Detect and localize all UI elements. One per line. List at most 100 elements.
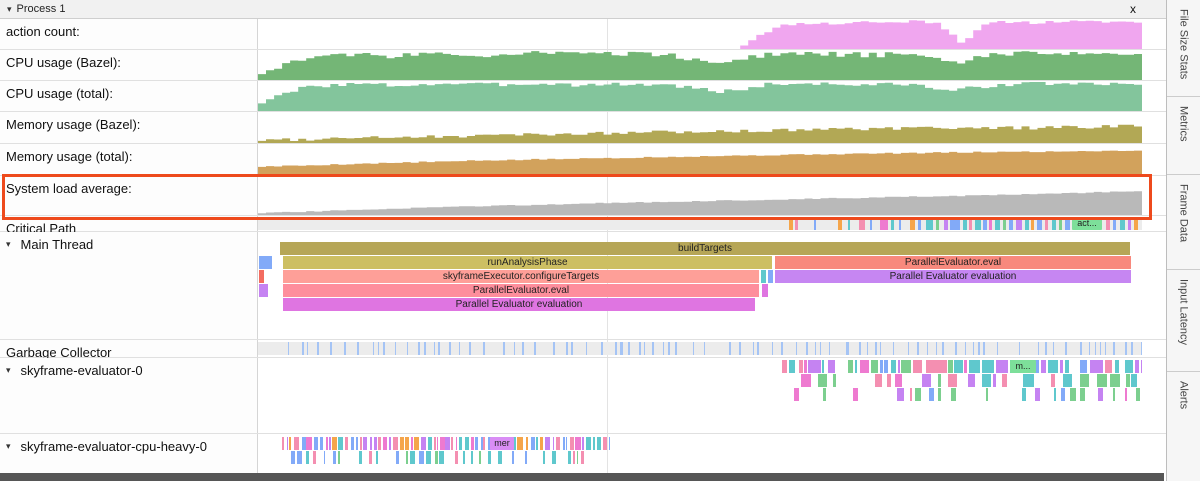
- trace-slice[interactable]: [302, 342, 304, 355]
- trace-slice[interactable]: [1053, 388, 1056, 401]
- trace-slice[interactable]: [703, 342, 706, 355]
- trace-slice[interactable]: [915, 388, 921, 401]
- trace-slice[interactable]: [259, 270, 264, 283]
- trace-slice[interactable]: [644, 342, 646, 355]
- trace-slice[interactable]: [752, 342, 754, 355]
- trace-slice[interactable]: [1134, 217, 1138, 230]
- tab-frame-data[interactable]: Frame Data: [1167, 175, 1200, 270]
- labeled-slice[interactable]: m...: [1010, 360, 1036, 373]
- trace-slice[interactable]: [410, 451, 415, 464]
- trace-slice[interactable]: [808, 360, 821, 373]
- trace-slice[interactable]: [290, 451, 296, 464]
- trace-slice[interactable]: [901, 360, 912, 373]
- trace-slice[interactable]: [406, 342, 409, 355]
- trace-slice[interactable]: [414, 437, 419, 450]
- trace-slice[interactable]: [306, 437, 313, 450]
- trace-slice[interactable]: [581, 437, 585, 450]
- trace-slice[interactable]: [1131, 342, 1134, 355]
- trace-slice[interactable]: [451, 437, 453, 450]
- track-header-main-thread[interactable]: ▾ Main Thread: [0, 232, 258, 339]
- trace-slice[interactable]: [968, 374, 975, 387]
- trace-slice[interactable]: [383, 342, 386, 355]
- trace-slice[interactable]: [796, 342, 798, 355]
- trace-slice[interactable]: [947, 360, 954, 373]
- trace-slice[interactable]: [620, 342, 623, 355]
- trace-slice[interactable]: [1079, 360, 1087, 373]
- trace-slice[interactable]: [964, 342, 967, 355]
- trace-slice[interactable]: [874, 342, 877, 355]
- track-chart-area[interactable]: act...: [258, 216, 1166, 231]
- trace-slice[interactable]: [449, 342, 452, 355]
- trace-slice[interactable]: [819, 342, 822, 355]
- trace-slice[interactable]: [1060, 360, 1063, 373]
- trace-slice[interactable]: [806, 342, 808, 355]
- trace-slice[interactable]: [896, 388, 904, 401]
- trace-slice[interactable]: [909, 388, 913, 401]
- trace-slice[interactable]: [935, 342, 938, 355]
- trace-slice[interactable]: [1003, 217, 1006, 230]
- collapse-arrow-icon[interactable]: ▾: [6, 441, 11, 451]
- trace-slice[interactable]: [936, 217, 939, 230]
- track-chart-area[interactable]: mer: [258, 434, 1166, 473]
- trace-slice[interactable]: [396, 451, 400, 464]
- trace-slice[interactable]: [838, 217, 842, 230]
- trace-slice[interactable]: [847, 360, 853, 373]
- trace-slice[interactable]: [332, 451, 337, 464]
- trace-slice[interactable]: [1062, 374, 1072, 387]
- trace-slice[interactable]: [1040, 360, 1047, 373]
- trace-slice[interactable]: [866, 342, 868, 355]
- trace-slice[interactable]: [1052, 342, 1055, 355]
- trace-slice[interactable]: [803, 360, 807, 373]
- process-header[interactable]: ▾ Process 1 x: [0, 0, 1166, 19]
- track-chart-area[interactable]: buildTargets runAnalysisPhase ParallelEval…: [258, 232, 1166, 339]
- trace-slice[interactable]: [880, 217, 888, 230]
- trace-slice[interactable]: [1080, 342, 1082, 355]
- horizontal-scrollbar[interactable]: [0, 473, 1164, 481]
- trace-slice[interactable]: [471, 437, 474, 450]
- trace-slice[interactable]: [420, 437, 427, 450]
- trace-slice[interactable]: [458, 342, 461, 355]
- trace-slice[interactable]: [286, 437, 288, 450]
- trace-slice[interactable]: [662, 342, 665, 355]
- trace-slice[interactable]: [374, 437, 377, 450]
- trace-slice[interactable]: [534, 342, 536, 355]
- labeled-slice[interactable]: runAnalysisPhase: [283, 256, 772, 269]
- trace-slice[interactable]: [780, 342, 783, 355]
- trace-slice[interactable]: [853, 388, 858, 401]
- trace-slice[interactable]: [891, 217, 894, 230]
- trace-slice[interactable]: [789, 217, 793, 230]
- trace-slice[interactable]: [977, 342, 980, 355]
- trace-slice[interactable]: [768, 270, 773, 283]
- close-button[interactable]: x: [1130, 2, 1136, 16]
- trace-slice[interactable]: [968, 360, 980, 373]
- trace-slice[interactable]: [324, 451, 326, 464]
- track-chart-area[interactable]: [258, 340, 1166, 357]
- trace-slice[interactable]: [788, 360, 795, 373]
- trace-slice[interactable]: [1065, 217, 1070, 230]
- trace-slice[interactable]: [297, 451, 303, 464]
- trace-slice[interactable]: [355, 437, 359, 450]
- trace-slice[interactable]: [282, 437, 285, 450]
- trace-slice[interactable]: [1022, 388, 1026, 401]
- trace-slice[interactable]: [317, 342, 319, 355]
- trace-slice[interactable]: [1104, 360, 1113, 373]
- trace-slice[interactable]: [950, 388, 956, 401]
- trace-slice[interactable]: [487, 437, 492, 450]
- trace-slice[interactable]: [955, 342, 957, 355]
- trace-slice[interactable]: [757, 342, 759, 355]
- trace-slice[interactable]: [434, 342, 436, 355]
- trace-slice[interactable]: [563, 437, 566, 450]
- trace-slice[interactable]: [368, 451, 372, 464]
- trace-slice[interactable]: [817, 374, 827, 387]
- trace-slice[interactable]: [1050, 374, 1056, 387]
- trace-slice[interactable]: [1037, 342, 1040, 355]
- trace-slice[interactable]: [947, 374, 957, 387]
- trace-slice[interactable]: [892, 342, 895, 355]
- trace-slice[interactable]: [1097, 388, 1104, 401]
- trace-slice[interactable]: [883, 360, 889, 373]
- trace-slice[interactable]: [795, 217, 798, 230]
- trace-slice[interactable]: [424, 342, 426, 355]
- trace-slice[interactable]: [487, 451, 492, 464]
- trace-slice[interactable]: [592, 437, 596, 450]
- trace-slice[interactable]: [801, 374, 811, 387]
